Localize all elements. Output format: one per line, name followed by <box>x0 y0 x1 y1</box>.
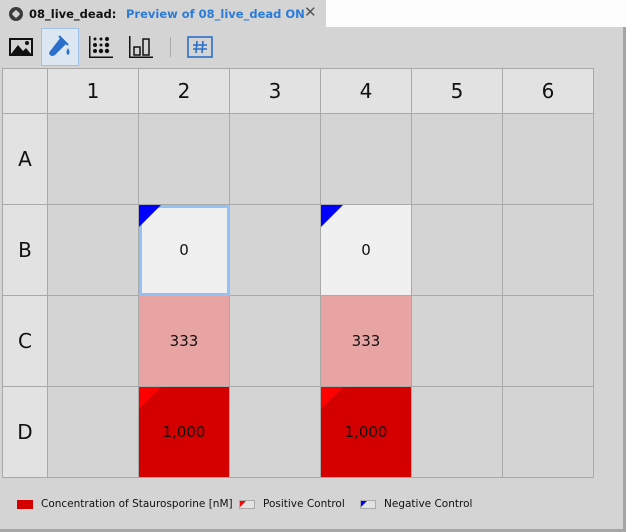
well-A3[interactable] <box>230 114 321 205</box>
legend-concentration: Concentration of Staurosporine [nM] <box>17 498 233 510</box>
close-icon[interactable]: ✕ <box>304 3 317 21</box>
well-A1[interactable] <box>48 114 139 205</box>
well-A4[interactable] <box>321 114 412 205</box>
positive-control-marker-icon <box>139 387 161 409</box>
well-C2[interactable]: 333 <box>139 296 230 387</box>
well-value: 1,000 <box>344 423 388 441</box>
bar-chart-view-button[interactable] <box>122 28 160 66</box>
pipette-drop-icon <box>49 35 70 56</box>
legend-negative-control: Negative Control <box>360 498 472 510</box>
negative-control-swatch-icon <box>360 499 376 509</box>
dot-matrix-view-button[interactable] <box>82 28 120 66</box>
hash-grid-icon <box>187 36 213 58</box>
row-header-B[interactable]: B <box>3 205 48 296</box>
well-value: 333 <box>169 332 199 350</box>
well-D3[interactable] <box>230 387 321 478</box>
well-D1[interactable] <box>48 387 139 478</box>
well-value: 0 <box>361 241 371 259</box>
well-D5[interactable] <box>412 387 503 478</box>
tab-title: 08_live_dead: <box>29 7 117 21</box>
well-C4[interactable]: 333 <box>321 296 412 387</box>
well-value: 1,000 <box>162 423 206 441</box>
window-border-right <box>623 27 626 532</box>
well-B1[interactable] <box>48 205 139 296</box>
well-B3[interactable] <box>230 205 321 296</box>
well-D2[interactable]: 1,000 <box>139 387 230 478</box>
reagent-view-button[interactable] <box>41 28 79 66</box>
column-header-5[interactable]: 5 <box>412 69 503 114</box>
tab-bar: 08_live_dead: Preview of 08_live_dead ON… <box>0 0 626 27</box>
row-header-C[interactable]: C <box>3 296 48 387</box>
row-header-D[interactable]: D <box>3 387 48 478</box>
tab-subtitle: Preview of 08_live_dead ON <box>126 7 305 21</box>
image-icon <box>9 38 33 56</box>
window-border-bottom <box>0 529 626 532</box>
well-A5[interactable] <box>412 114 503 205</box>
well-value: 0 <box>179 241 189 259</box>
editor-tab[interactable]: 08_live_dead: Preview of 08_live_dead ON… <box>0 0 326 27</box>
toolbar-separator <box>170 37 171 57</box>
well-B5[interactable] <box>412 205 503 296</box>
column-header-6[interactable]: 6 <box>503 69 594 114</box>
well-A6[interactable] <box>503 114 594 205</box>
negative-control-marker-icon <box>139 205 161 227</box>
column-header-3[interactable]: 3 <box>230 69 321 114</box>
well-C1[interactable] <box>48 296 139 387</box>
concentration-swatch-icon <box>17 499 33 509</box>
well-D6[interactable] <box>503 387 594 478</box>
well-value: 333 <box>351 332 381 350</box>
positive-control-marker-icon <box>321 387 343 409</box>
well-A2[interactable] <box>139 114 230 205</box>
positive-control-swatch-icon <box>239 499 255 509</box>
legend-positive-control: Positive Control <box>239 498 345 510</box>
plate-grid: 1 2 3 4 5 6 A B 0 0 C 333 333 D 1,000 1,000 <box>2 68 594 478</box>
legend-negative-label: Negative Control <box>384 498 473 510</box>
well-C3[interactable] <box>230 296 321 387</box>
well-B2[interactable]: 0 <box>139 205 230 296</box>
column-header-1[interactable]: 1 <box>48 69 139 114</box>
grid-number-view-button[interactable] <box>181 28 219 66</box>
well-C6[interactable] <box>503 296 594 387</box>
well-D4[interactable]: 1,000 <box>321 387 412 478</box>
well-C5[interactable] <box>412 296 503 387</box>
plate-corner <box>3 69 48 114</box>
well-B6[interactable] <box>503 205 594 296</box>
dot-matrix-icon <box>89 36 113 58</box>
node-icon <box>9 7 23 21</box>
legend-positive-label: Positive Control <box>263 498 345 510</box>
row-header-A[interactable]: A <box>3 114 48 205</box>
legend-concentration-label: Concentration of Staurosporine [nM] <box>41 498 233 510</box>
bar-chart-icon <box>129 36 153 58</box>
column-header-2[interactable]: 2 <box>139 69 230 114</box>
well-B4[interactable]: 0 <box>321 205 412 296</box>
image-view-button[interactable] <box>2 28 40 66</box>
toolbar <box>0 27 622 67</box>
column-header-4[interactable]: 4 <box>321 69 412 114</box>
negative-control-marker-icon <box>321 205 343 227</box>
